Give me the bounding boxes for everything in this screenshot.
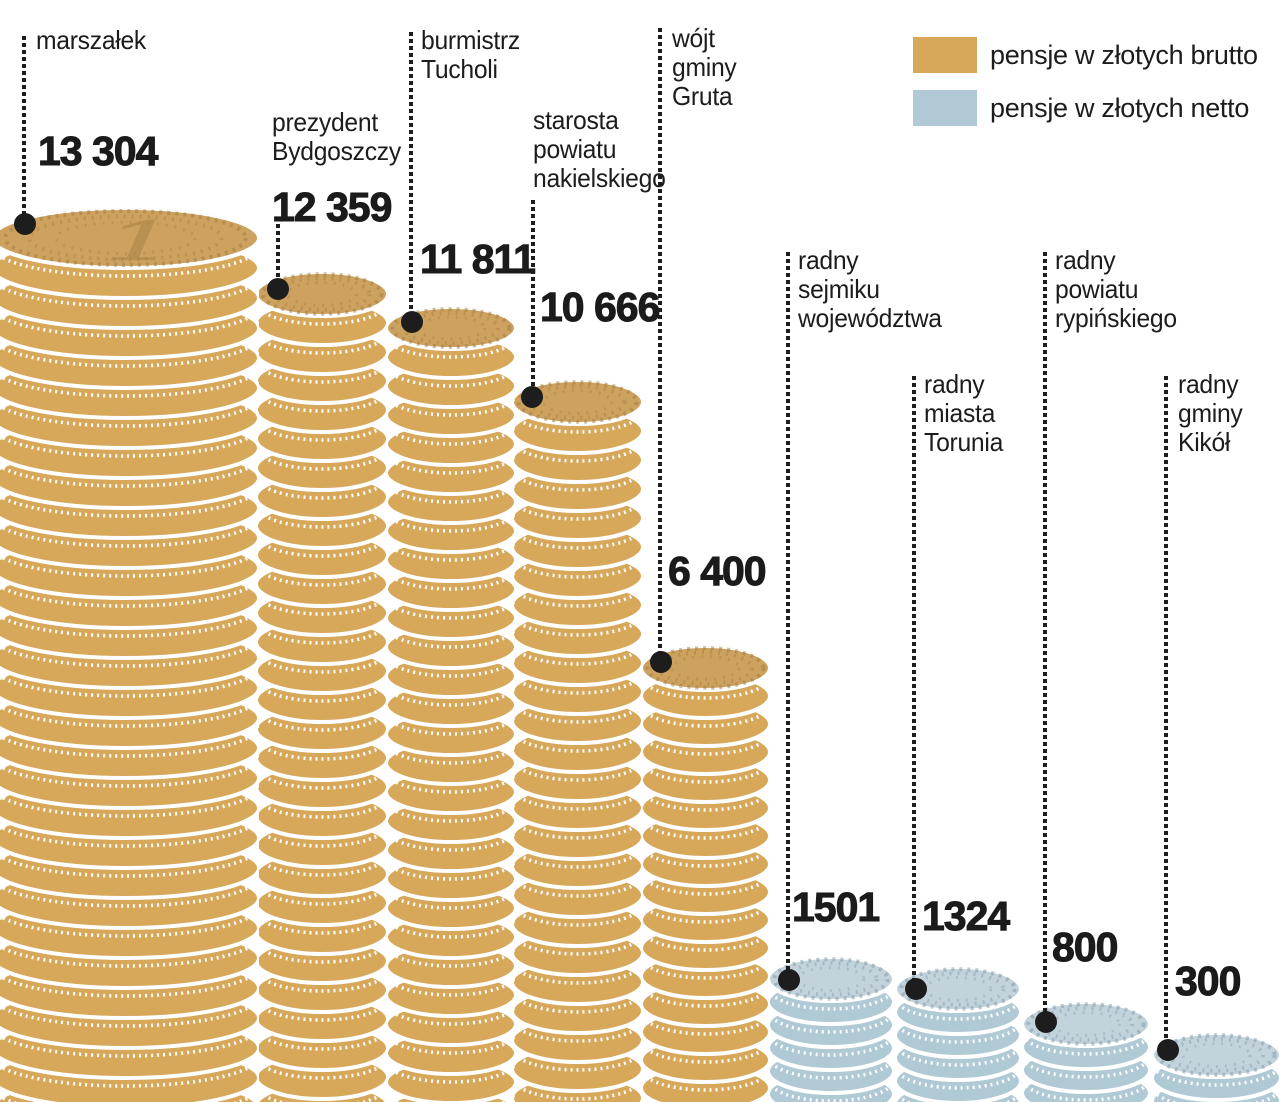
stack-label-line: nakielskiego (533, 163, 666, 193)
stack-label-line: radny (1055, 245, 1116, 275)
legend-row-brutto: pensje w złotych brutto (913, 37, 1258, 73)
leader-dot-8 (1035, 1011, 1057, 1033)
coin-stack-3 (386, 307, 516, 1102)
coin-stack-5 (641, 646, 770, 1102)
stack-value-6: 1501 (791, 884, 880, 931)
stack-label-line: radny (924, 369, 985, 399)
leader-line-5 (658, 28, 662, 654)
leader-line-3 (409, 32, 413, 313)
stack-value-2: 12 359 (271, 184, 392, 231)
stack-label-line: powiatu (1055, 274, 1139, 304)
stack-label-line: sejmiku (798, 274, 880, 304)
leader-line-6 (786, 252, 790, 971)
leader-dot-2 (267, 278, 289, 300)
stack-label-line: radny (798, 245, 859, 275)
coin-top-face (0, 208, 259, 270)
stack-value-7: 1324 (921, 893, 1010, 940)
leader-line-4 (531, 200, 535, 389)
stack-label-line: wójt (672, 23, 715, 53)
leader-dot-4 (521, 386, 543, 408)
leader-line-9 (1164, 376, 1168, 1041)
legend-swatch-brutto (913, 37, 977, 73)
coin-stack-2 (256, 272, 388, 1102)
stack-value-5: 6 400 (668, 548, 768, 595)
stack-label-line: radny (1178, 369, 1239, 399)
stack-label-line: Tucholi (421, 54, 498, 84)
stack-label-line: burmistrz (421, 25, 520, 55)
stack-label-line: gminy (672, 52, 737, 82)
leader-line-2 (276, 224, 280, 281)
leader-line-7 (912, 376, 916, 980)
coin-stack-4 (512, 380, 643, 1102)
stack-label-line: rypińskiego (1055, 303, 1177, 333)
coin-top-face (1152, 1033, 1280, 1079)
stack-label-2: prezydent Bydgoszczy (272, 108, 401, 166)
stack-label-5: wójt gminy Gruta (672, 23, 737, 111)
leader-dot-6 (778, 969, 800, 991)
stack-label-line: Gruta (672, 81, 733, 111)
coin-top-face (1022, 1002, 1150, 1048)
stack-label-line: starosta (533, 105, 619, 135)
stack-label-line: gminy (1178, 398, 1243, 428)
stack-value-9: 300 (1174, 958, 1241, 1005)
stack-label-line: prezydent (272, 107, 378, 137)
coin-stack-1: 1 (0, 208, 259, 1102)
coin-stack-8 (1022, 1002, 1150, 1102)
coin-stack-9 (1152, 1033, 1280, 1102)
coin-top-face (895, 967, 1021, 1013)
stack-label-line: marszałek (36, 25, 146, 55)
coin-top-face (641, 646, 770, 692)
leader-line-1 (22, 36, 26, 214)
stack-label-line: województwa (798, 303, 942, 333)
stack-label-8: radny powiatu rypińskiego (1055, 246, 1177, 333)
stack-label-4: starosta powiatu nakielskiego (533, 106, 666, 193)
coin-top-face (768, 957, 894, 1003)
stack-label-1: marszałek (36, 26, 146, 55)
stack-label-line: Kikół (1178, 427, 1231, 457)
legend-row-netto: pensje w złotych netto (913, 90, 1249, 126)
legend-swatch-netto (913, 90, 977, 126)
leader-dot-3 (401, 311, 423, 333)
coin-face-numeral: 1 (102, 210, 178, 273)
stack-value-4: 10 666 (539, 284, 660, 331)
stack-value-3: 11 811 (420, 236, 537, 283)
stack-label-line: miasta (924, 398, 996, 428)
coin-stack-6 (768, 957, 894, 1102)
stack-value-1: 13 304 (37, 128, 158, 175)
leader-dot-5 (650, 651, 672, 673)
stack-value-8: 800 (1051, 924, 1118, 971)
stack-label-6: radny sejmiku województwa (798, 246, 942, 333)
stack-label-7: radny miasta Torunia (924, 370, 1003, 457)
leader-dot-9 (1157, 1039, 1179, 1061)
stack-label-9: radny gminy Kikół (1178, 369, 1243, 457)
stack-label-line: Bydgoszczy (272, 136, 401, 166)
legend-label-brutto: pensje w złotych brutto (990, 39, 1258, 70)
coin-top-face (256, 272, 388, 318)
stack-label-line: powiatu (533, 134, 617, 164)
coin-stack-7 (895, 967, 1021, 1102)
stack-label-3: burmistrz Tucholi (421, 26, 520, 84)
coin-top-face (512, 380, 643, 426)
legend-label-netto: pensje w złotych netto (990, 92, 1250, 123)
stack-label-line: Torunia (924, 427, 1004, 457)
leader-line-8 (1043, 252, 1047, 1013)
leader-dot-7 (905, 978, 927, 1000)
leader-dot-1 (14, 213, 36, 235)
